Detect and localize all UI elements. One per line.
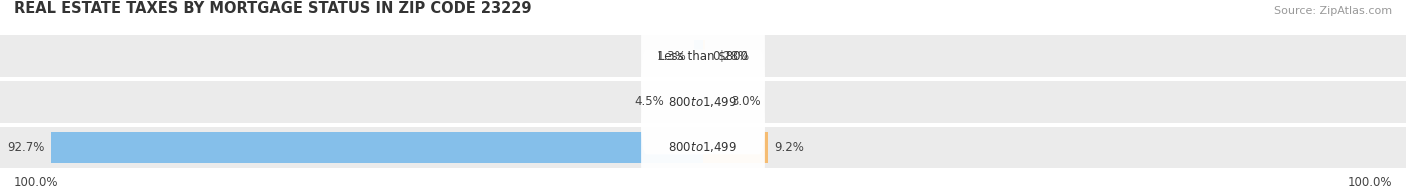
Bar xyxy=(672,86,703,118)
FancyBboxPatch shape xyxy=(641,95,765,196)
Bar xyxy=(0,35,1406,77)
Text: 100.0%: 100.0% xyxy=(1347,176,1392,189)
FancyBboxPatch shape xyxy=(641,4,765,109)
Text: $800 to $1,499: $800 to $1,499 xyxy=(668,141,738,154)
Text: Source: ZipAtlas.com: Source: ZipAtlas.com xyxy=(1274,6,1392,16)
Bar xyxy=(695,40,703,72)
Text: 0.28%: 0.28% xyxy=(711,50,749,63)
Text: 100.0%: 100.0% xyxy=(14,176,59,189)
Text: 9.2%: 9.2% xyxy=(775,141,804,154)
Bar xyxy=(0,81,1406,123)
Bar xyxy=(51,132,703,163)
Text: 3.0%: 3.0% xyxy=(731,95,761,108)
Text: 92.7%: 92.7% xyxy=(7,141,44,154)
Bar xyxy=(703,86,724,118)
Text: 1.3%: 1.3% xyxy=(657,50,688,63)
FancyBboxPatch shape xyxy=(641,50,765,154)
Text: Less than $800: Less than $800 xyxy=(658,50,748,63)
Bar xyxy=(0,126,1406,168)
Bar xyxy=(703,132,768,163)
Text: $800 to $1,499: $800 to $1,499 xyxy=(668,95,738,109)
Text: 4.5%: 4.5% xyxy=(634,95,665,108)
Text: REAL ESTATE TAXES BY MORTGAGE STATUS IN ZIP CODE 23229: REAL ESTATE TAXES BY MORTGAGE STATUS IN … xyxy=(14,1,531,16)
Bar xyxy=(703,40,704,72)
